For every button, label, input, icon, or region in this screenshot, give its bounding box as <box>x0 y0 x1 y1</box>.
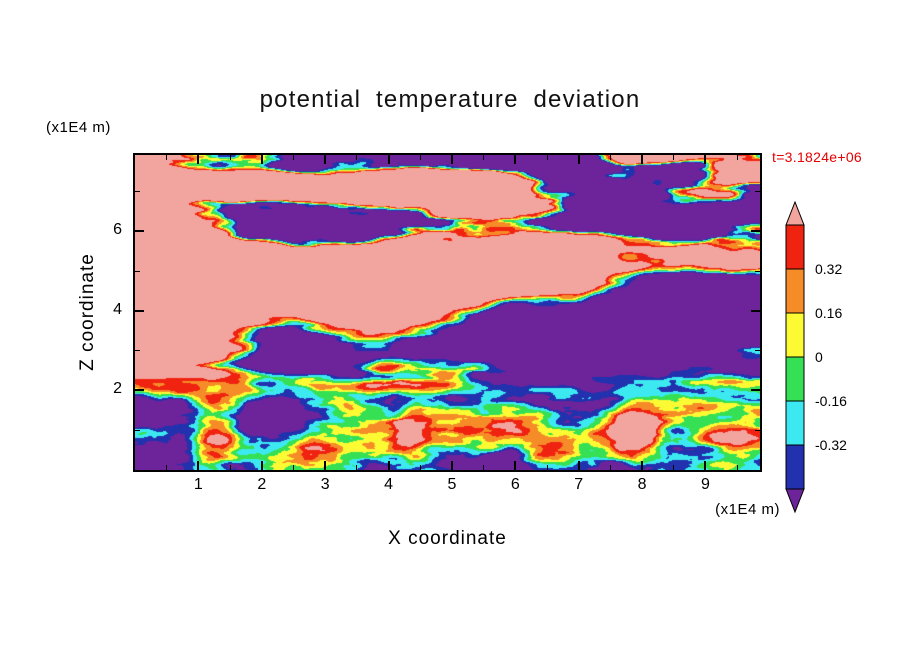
x-tick-label: 1 <box>193 476 203 493</box>
time-label: t=3.1824e+06 <box>772 149 863 165</box>
z-axis-unit: (x1E4 m) <box>46 119 111 136</box>
colorbar-segment <box>785 224 805 270</box>
x-tick-label: 5 <box>447 476 457 493</box>
colorbar-tick-label: 0.32 <box>815 261 842 277</box>
x-tick-label: 7 <box>574 476 584 493</box>
colorbar-segment <box>785 268 805 314</box>
x-tick-label: 9 <box>701 476 710 493</box>
chart-title: potential temperature deviation <box>259 86 641 113</box>
colorbar-segment <box>785 312 805 358</box>
x-tick-label: 6 <box>510 476 520 493</box>
z-tick-label: 4 <box>113 300 122 318</box>
colorbar-segment <box>785 400 805 446</box>
x-tick-label: 2 <box>257 476 267 493</box>
colorbar-segment <box>785 356 805 402</box>
contour-plot <box>133 153 762 472</box>
z-tick-label: 6 <box>113 221 122 239</box>
colorbar: 0.32 0.16 0 -0.16 -0.32 <box>785 200 875 516</box>
colorbar-segment <box>785 444 805 490</box>
colorbar-tick-label: 0 <box>815 349 823 365</box>
colorbar-arrow-low <box>785 488 805 514</box>
colorbar-tick-label: -0.32 <box>815 437 847 453</box>
x-tick-label: 8 <box>637 476 647 493</box>
colorbar-svg: 0.32 0.16 0 -0.16 -0.32 <box>785 200 847 514</box>
contour-field-canvas <box>135 155 760 470</box>
colorbar-arrow-high <box>785 200 805 226</box>
colorbar-tick-label: 0.16 <box>815 305 842 321</box>
z-tick-label: 2 <box>113 380 122 398</box>
x-axis-unit: (x1E4 m) <box>715 501 780 518</box>
x-tick-label: 3 <box>320 476 330 493</box>
x-tick-label: 4 <box>384 476 393 493</box>
x-axis-label: X coordinate <box>388 528 507 549</box>
colorbar-tick-label: -0.16 <box>815 393 847 409</box>
